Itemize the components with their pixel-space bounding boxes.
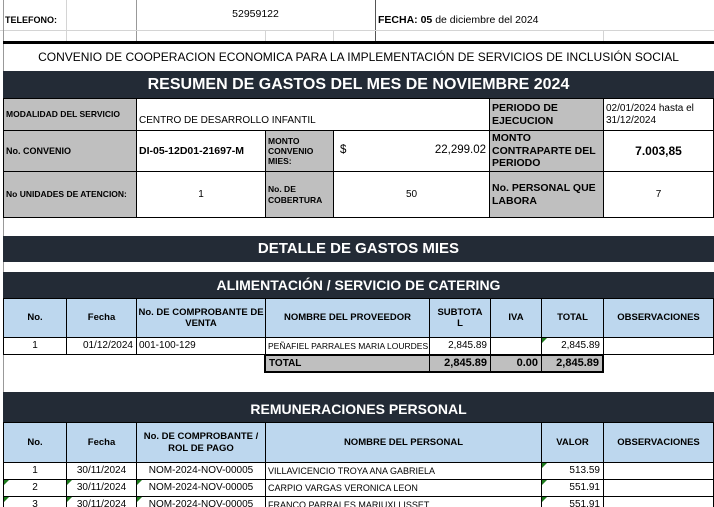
cell-no[interactable]: 3 [3,496,67,507]
cell-fecha[interactable]: 30/11/2024 [66,496,137,507]
cell-valor[interactable]: 513.59 [541,462,604,480]
fecha-day: 05 [420,13,433,26]
cell-valor[interactable]: 551.91 [541,479,604,497]
col-header-no: No. [3,298,67,338]
col-header-iva: IVA [490,298,542,338]
contraparte-label: MONTO CONTRAPARTE DEL PERIODO [489,130,604,172]
periodo-value[interactable]: 02/01/2024 hasta el 31/12/2024 [603,98,714,131]
cell-obs[interactable] [603,462,714,480]
cell-valor[interactable]: 551.91 [541,496,604,507]
convenio-value[interactable]: DI-05-12D01-21697-M [136,130,266,172]
cell-subtotal[interactable]: 2,845.89 [429,337,491,355]
contraparte-value[interactable]: 7.003,85 [603,130,714,172]
col-header-no: No. [3,422,67,463]
cobertura-label: No. DE COBERTURA [265,171,334,218]
col-header-comprobante: No. DE COMPROBANTE DE VENTA [136,298,266,338]
modalidad-value[interactable]: CENTRO DE DESARROLLO INFANTIL [136,98,490,131]
cell-nombre[interactable]: FRANCO PARRALES MARIUXI LISSET [265,496,542,507]
cell-nombre[interactable]: CARPIO VARGAS VERONICA LEON [265,479,542,497]
fecha-rest: de diciembre del 2024 [435,13,539,26]
col-header-observaciones: OBSERVACIONES [603,422,714,463]
cell-obs[interactable] [603,496,714,507]
monto-amount: 22,299.02 [434,144,486,157]
col-header-subtotal: SUBTOTAL [429,298,491,338]
personal-label: No. PERSONAL QUE LABORA [489,171,604,218]
total-subtotal: 2,845.89 [429,355,491,372]
cell-fecha[interactable]: 01/12/2024 [66,337,137,355]
cell-comprobante[interactable]: NOM-2024-NOV-00005 [136,479,266,497]
cell-fecha[interactable]: 30/11/2024 [66,462,137,480]
col-header-fecha: Fecha [66,422,137,463]
cell-obs[interactable] [603,479,714,497]
cell-no[interactable]: 1 [3,337,67,355]
currency-symbol: $ [340,144,347,157]
col-header-nombre: NOMBRE DEL PERSONAL [265,422,542,463]
cell-comprobante[interactable]: NOM-2024-NOV-00005 [136,462,266,480]
convenio-title: CONVENIO DE COOPERACION ECONOMICA PARA L… [38,50,679,65]
cell-iva[interactable] [490,337,542,355]
col-header-valor: VALOR [541,422,604,463]
modalidad-label: MODALIDAD DEL SERVICIO [3,98,137,131]
col-header-total: TOTAL [541,298,604,338]
cell-no[interactable]: 2 [3,479,67,497]
fecha-label: FECHA: [378,13,418,26]
col-header-fecha: Fecha [66,298,137,338]
fecha-field[interactable]: FECHA: 05 de diciembre del 2024 [378,12,678,28]
total-total: 2,845.89 [541,355,603,372]
unidades-value[interactable]: 1 [136,171,266,218]
col-header-observaciones: OBSERVACIONES [603,298,714,338]
unidades-label: No UNIDADES DE ATENCION: [3,171,137,218]
cell-comprobante[interactable]: NOM-2024-NOV-00005 [136,496,266,507]
cell-proveedor[interactable]: PEÑAFIEL PARRALES MARIA LOURDES [265,337,430,355]
monto-convenio-value[interactable]: $ 22,299.02 [333,130,490,172]
col-header-proveedor: NOMBRE DEL PROVEEDOR [265,298,430,338]
telefono-label: TELEFONO: [5,14,57,25]
monto-convenio-label: MONTO CONVENIO MIES: [265,130,334,172]
cell-total[interactable]: 2,845.89 [541,337,604,355]
remuneraciones-title: REMUNERACIONES PERSONAL [3,392,714,423]
cell-no[interactable]: 1 [3,462,67,480]
total-iva: 0.00 [490,355,542,372]
telefono-value[interactable]: 52959122 [232,7,279,20]
total-label: TOTAL [265,355,430,372]
cell-fecha[interactable]: 30/11/2024 [66,479,137,497]
cobertura-value[interactable]: 50 [333,171,490,218]
convenio-label: No. CONVENIO [3,130,137,172]
detalle-title: DETALLE DE GASTOS MIES [3,236,714,262]
resumen-title: RESUMEN DE GASTOS DEL MES DE NOVIEMBRE 2… [3,71,714,98]
col-header-comprobante: No. DE COMPROBANTE / ROL DE PAGO [136,422,266,463]
personal-value[interactable]: 7 [603,171,714,218]
periodo-label: PERIODO DE EJECUCION [489,98,604,131]
cell-nombre[interactable]: VILLAVICENCIO TROYA ANA GABRIELA [265,462,542,480]
cell-comprobante[interactable]: 001-100-129 [136,337,266,355]
cell-observaciones[interactable] [603,337,714,355]
alimentacion-title: ALIMENTACIÓN / SERVICIO DE CATERING [3,272,714,298]
